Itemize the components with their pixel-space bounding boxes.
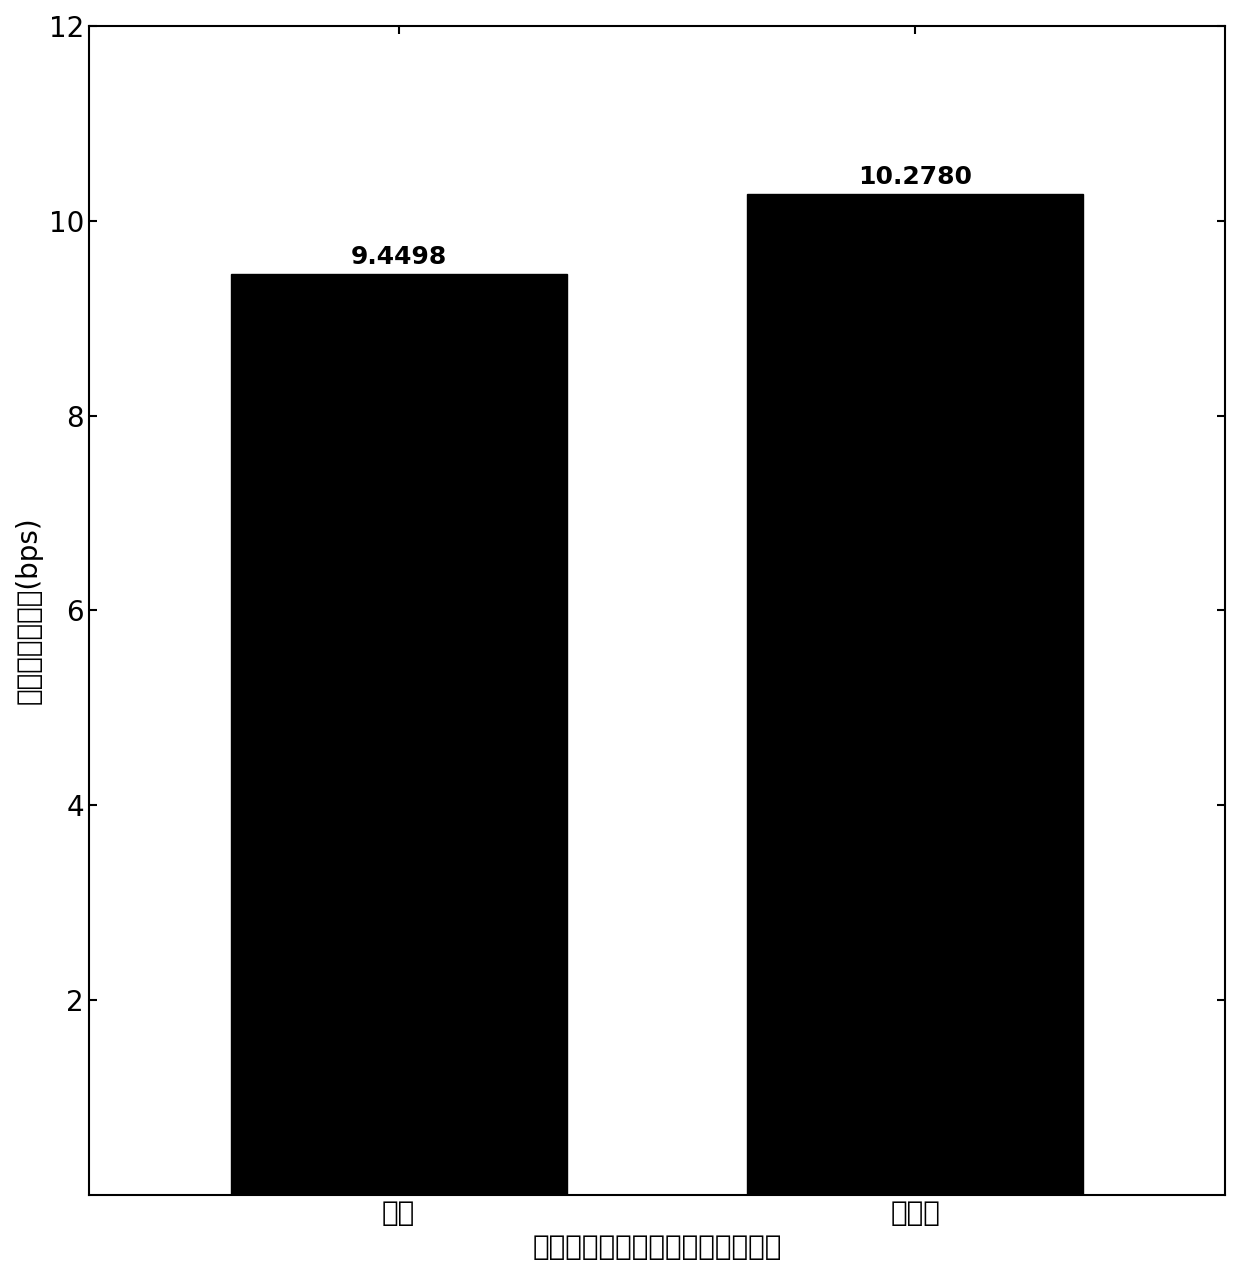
- Text: 9.4498: 9.4498: [351, 245, 446, 269]
- Bar: [231, 274, 567, 1194]
- Text: 10.2780: 10.2780: [858, 165, 972, 189]
- Y-axis label: 用户平均吞吐量(bps): 用户平均吞吐量(bps): [15, 517, 43, 704]
- X-axis label: 网络中是否接入低速率大连接用户: 网络中是否接入低速率大连接用户: [532, 1233, 781, 1261]
- Bar: [748, 194, 1083, 1194]
